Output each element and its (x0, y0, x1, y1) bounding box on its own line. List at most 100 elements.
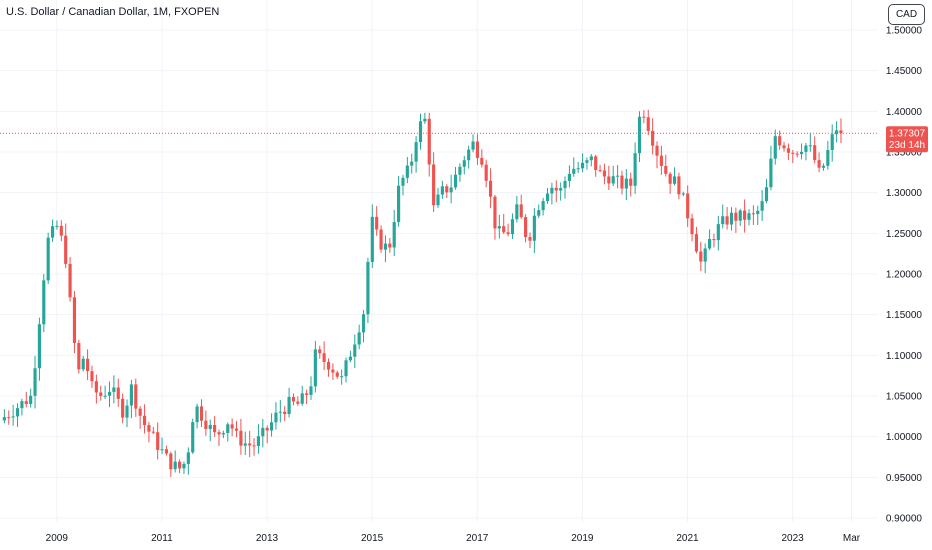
candle-up (637, 111, 642, 163)
candle-up (397, 176, 401, 227)
candle-body (524, 217, 528, 238)
candle-body (55, 225, 59, 227)
candle-up (107, 381, 112, 408)
candle-down (445, 184, 449, 198)
candle-body (725, 216, 729, 225)
price-tick-label: 1.45000 (886, 66, 923, 77)
candle-body (830, 134, 834, 150)
candle-up (370, 204, 374, 268)
candle-up (269, 413, 274, 437)
candle-body (410, 161, 414, 166)
candle-body (313, 349, 317, 387)
candle-body (366, 261, 370, 315)
candle-body (335, 372, 339, 377)
candle-up (361, 309, 366, 343)
candle-down (642, 110, 646, 124)
candle-up (458, 163, 462, 182)
candle-down (99, 385, 103, 401)
candle-body (20, 401, 24, 409)
candle-body (699, 251, 703, 262)
candle-up (633, 142, 637, 194)
candle-down (677, 172, 681, 200)
candle-body (550, 187, 554, 194)
time-axis[interactable]: 2009 2011 2013 2015 2017 2019 2021 2023 Mar (46, 533, 861, 544)
candle-body (147, 425, 151, 432)
candle-down (620, 170, 624, 195)
candle-body (326, 361, 331, 370)
time-tick-label: 2019 (571, 533, 594, 544)
candle-body (453, 174, 458, 188)
candle-body (103, 395, 107, 397)
bar-countdown: 23d 14h (889, 140, 925, 151)
candle-down (7, 410, 11, 425)
candle-body (331, 369, 335, 373)
candle-down (791, 149, 795, 164)
candle-down (598, 164, 602, 173)
candle-body (721, 216, 725, 225)
candle-up (760, 190, 764, 221)
candle-down (519, 194, 523, 219)
candle-body (808, 145, 812, 147)
currency-button[interactable]: CAD (888, 4, 925, 25)
candle-body (221, 433, 225, 435)
candle-up (550, 182, 554, 205)
candle-body (493, 196, 497, 229)
candle-down (813, 136, 817, 164)
candle-down (778, 130, 782, 150)
candle-up (585, 157, 589, 170)
candle-up (721, 204, 725, 229)
candle-body (151, 431, 155, 433)
candle-body (773, 136, 777, 159)
candle-up (589, 153, 593, 167)
candle-down (234, 420, 239, 438)
candle-up (537, 204, 541, 219)
candle-body (392, 222, 396, 248)
candle-body (510, 219, 515, 235)
candle-body (738, 210, 742, 221)
candle-up (313, 340, 317, 393)
candle-body (677, 176, 681, 195)
candle-body (397, 185, 401, 223)
candle-body (261, 427, 265, 437)
candle-body (169, 453, 173, 470)
candle-up (541, 197, 545, 216)
candle-body (554, 187, 558, 191)
candle-body (506, 232, 510, 235)
candle-up (15, 403, 20, 427)
candle-down (646, 109, 650, 136)
candle-body (432, 164, 436, 206)
candle-down (252, 438, 256, 456)
last-price-value: 1.37307 (889, 129, 926, 140)
candle-body (681, 193, 685, 195)
candle-up (423, 112, 427, 124)
candle-down (138, 405, 142, 429)
candle-up (497, 214, 501, 239)
candle-body (712, 239, 716, 241)
candle-body (541, 201, 545, 211)
price-tick-label: 1.40000 (886, 107, 923, 118)
grid-lines (0, 0, 878, 522)
candle-body (782, 145, 786, 149)
candle-body (134, 384, 138, 409)
candle-down (331, 363, 335, 380)
candle-body (826, 149, 830, 166)
candle-up (830, 124, 834, 162)
candle-body (804, 145, 808, 152)
candle-up (208, 419, 212, 442)
candle-body (624, 178, 628, 189)
candle-body (121, 398, 125, 418)
candle-down (291, 393, 296, 406)
candle-body (659, 155, 663, 166)
candle-body (655, 145, 659, 156)
candle-down (655, 141, 659, 169)
price-tick-label: 1.35000 (886, 148, 923, 159)
candle-up (707, 229, 712, 251)
candle-body (357, 332, 361, 345)
price-axis[interactable]: 1.50000 1.45000 1.40000 1.35000 1.30000 1.250… (886, 26, 928, 525)
candle-body (668, 173, 672, 184)
candle-body (296, 401, 300, 404)
candle-body (563, 180, 567, 189)
candle-down (782, 141, 786, 152)
candle-body (484, 164, 488, 181)
